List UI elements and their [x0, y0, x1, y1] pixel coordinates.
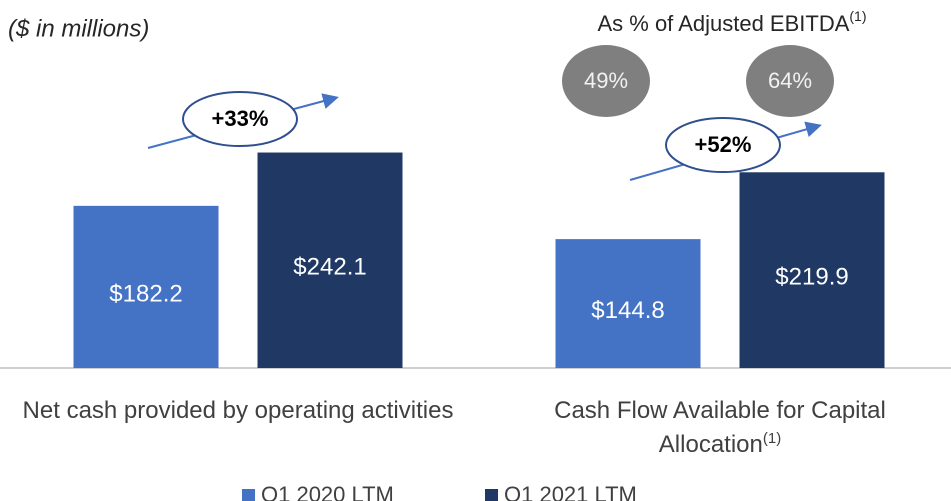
bar — [73, 205, 219, 368]
ebitda-note: (1) — [849, 8, 866, 24]
category-label: Net cash provided by operating activitie… — [18, 394, 458, 428]
legend-swatch — [485, 488, 498, 501]
ebitda-value: 49% — [584, 68, 628, 93]
value-label: $144.8 — [591, 297, 664, 324]
ebitda-bubble — [562, 45, 650, 117]
growth-label: +52% — [695, 132, 752, 157]
growth-ellipse — [182, 91, 298, 147]
value-label: $182.2 — [109, 280, 182, 307]
bar — [739, 172, 885, 368]
category-label: Cash Flow Available for Capital Allocati… — [500, 394, 940, 462]
value-label: $219.9 — [775, 263, 848, 290]
legend-label: Q1 2020 LTM — [261, 482, 394, 501]
legend-item: Q1 2021 LTM — [485, 482, 637, 501]
legend-item: Q1 2020 LTM — [242, 482, 394, 501]
subtitle: ($ in millions) — [8, 15, 149, 42]
category-footnote: (1) — [762, 430, 782, 447]
growth-label: +33% — [212, 106, 269, 131]
bar — [257, 152, 403, 368]
category-text: Net cash provided by operating activitie… — [22, 397, 454, 424]
value-label: $242.1 — [293, 254, 366, 281]
growth-ellipse — [665, 117, 781, 173]
legend-swatch — [242, 488, 255, 501]
ebitda-header: As % of Adjusted EBITDA(1) — [597, 8, 866, 36]
bar — [555, 239, 701, 368]
ebitda-bubble — [746, 45, 834, 117]
category-text: Cash Flow Available for Capital Allocati… — [554, 397, 886, 458]
ebitda-label: As % of Adjusted EBITDA — [597, 11, 849, 36]
ebitda-value: 64% — [768, 68, 812, 93]
legend-label: Q1 2021 LTM — [504, 482, 637, 501]
